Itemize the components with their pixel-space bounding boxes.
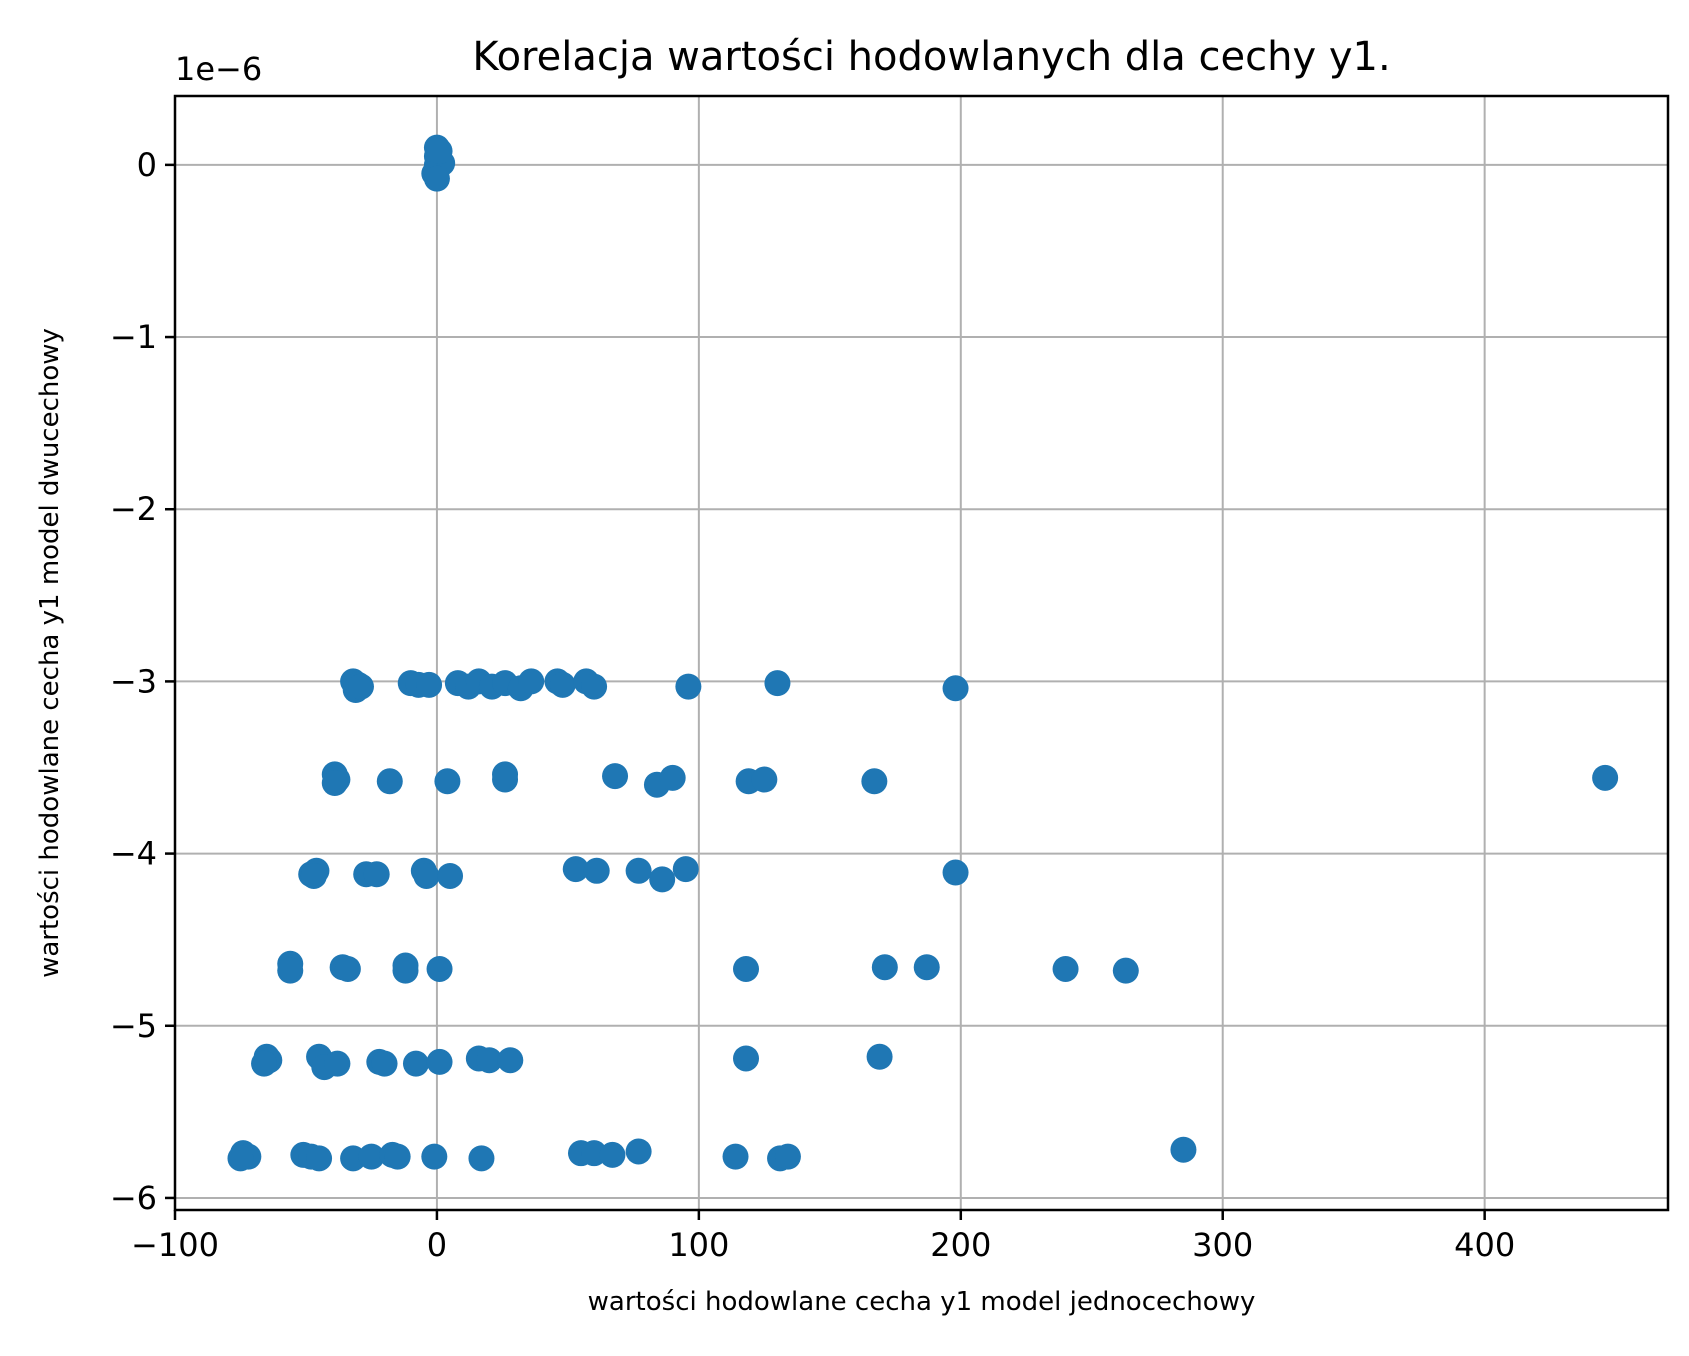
data-point [392, 957, 419, 984]
y-axis-label: wartości hodowlane cecha y1 model dwucec… [35, 328, 65, 978]
data-point [625, 857, 652, 884]
data-point [426, 138, 453, 165]
data-point [434, 768, 461, 795]
plot-frame [173, 94, 1670, 1212]
data-point [421, 1143, 448, 1170]
data-point [300, 862, 327, 889]
data-point [675, 673, 702, 700]
data-point [722, 1143, 749, 1170]
data-point [764, 670, 791, 697]
data-point [334, 955, 361, 982]
x-tick-label: 200 [930, 1226, 991, 1264]
grid-lines [174, 96, 1668, 1210]
data-point [581, 673, 608, 700]
data-point [384, 1143, 411, 1170]
data-point [649, 866, 676, 893]
data-point [871, 954, 898, 981]
data-point [306, 1145, 333, 1172]
data-point [583, 857, 610, 884]
data-point [321, 769, 348, 796]
data-point [468, 1145, 495, 1172]
data-point [866, 1043, 893, 1070]
y-tick-label: −5 [110, 1007, 157, 1045]
y-tick-label: 0 [137, 146, 157, 184]
data-point [413, 862, 440, 889]
data-point [476, 1047, 503, 1074]
data-point [358, 1143, 385, 1170]
data-point [1052, 955, 1079, 982]
data-point [497, 1047, 524, 1074]
axis-ticks: −100 0 100 200 300 400 0 −1 −2 −3 −4 −5 −6 [110, 146, 1515, 1264]
data-point [774, 1143, 801, 1170]
data-point [625, 1138, 652, 1165]
data-point [659, 764, 686, 791]
data-point [1170, 1136, 1197, 1163]
data-point [562, 856, 589, 883]
data-point [227, 1145, 254, 1172]
data-point [549, 671, 576, 698]
data-point [416, 671, 443, 698]
data-point [347, 673, 374, 700]
data-point [733, 1045, 760, 1072]
x-tick-label: −100 [131, 1226, 219, 1264]
data-point [402, 1050, 429, 1077]
data-point [371, 1050, 398, 1077]
x-axis-label: wartości hodowlane cecha y1 model jednoc… [588, 1287, 1256, 1317]
data-point [599, 1141, 626, 1168]
y-tick-label: −1 [110, 318, 157, 356]
y-tick-label: −6 [110, 1179, 157, 1217]
data-point [1592, 764, 1619, 791]
y-tick-label: −3 [110, 662, 157, 700]
data-point [751, 766, 778, 793]
data-point [437, 862, 464, 889]
data-point [324, 1050, 351, 1077]
chart-title: Korelacja wartości hodowlanych dla cechy… [472, 34, 1390, 80]
data-points [227, 134, 1619, 1172]
data-point [942, 675, 969, 702]
y-axis-offset-label: 1e−6 [175, 50, 262, 88]
data-point [733, 955, 760, 982]
data-point [913, 954, 940, 981]
data-point [251, 1050, 278, 1077]
data-point [426, 955, 453, 982]
x-tick-label: 400 [1454, 1226, 1515, 1264]
data-point [376, 768, 403, 795]
y-tick-label: −2 [110, 490, 157, 528]
data-point [861, 768, 888, 795]
data-point [942, 859, 969, 886]
data-point [518, 668, 545, 695]
data-point [363, 861, 390, 888]
data-point [602, 763, 629, 790]
x-tick-label: 0 [427, 1226, 447, 1264]
data-point [672, 856, 699, 883]
data-point [1112, 957, 1139, 984]
x-tick-label: 100 [668, 1226, 729, 1264]
data-point [423, 165, 450, 192]
data-point [426, 1048, 453, 1075]
data-point [492, 766, 519, 793]
x-tick-label: 300 [1192, 1226, 1253, 1264]
data-point [277, 957, 304, 984]
y-tick-label: −4 [110, 835, 157, 873]
